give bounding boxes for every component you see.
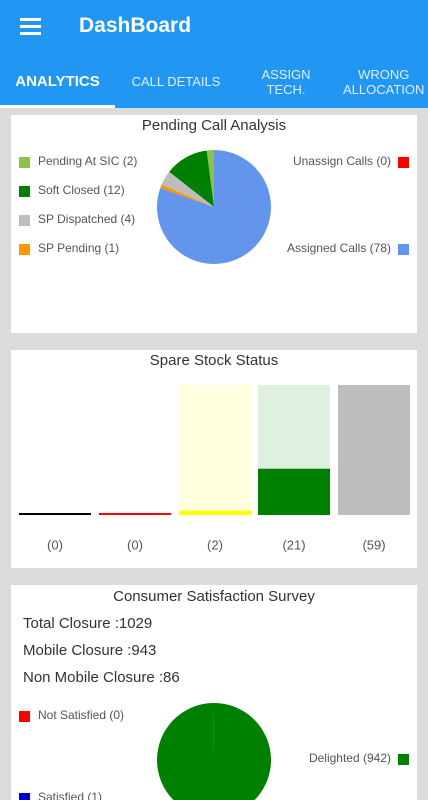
legend-label: Delighted (942) — [309, 751, 391, 765]
summary-line: Mobile Closure :943 — [23, 642, 156, 659]
legend-swatch — [398, 244, 409, 255]
bar — [179, 510, 251, 515]
legend-swatch — [19, 157, 30, 168]
tab-bar: ANALYTICS CALL DETAILS ASSIGN TECH. WRON… — [0, 55, 428, 108]
pie-slice — [161, 171, 214, 207]
legend-swatch — [19, 215, 30, 226]
app-title: DashBoard — [79, 14, 192, 37]
value-label: (0) — [47, 537, 63, 552]
pie-slice — [169, 150, 214, 207]
summary-line: Non Mobile Closure :86 — [23, 669, 180, 686]
tab[interactable]: WRONG ALLOCATION — [343, 66, 425, 97]
bar — [258, 468, 330, 515]
legend-label: SP Pending (1) — [38, 241, 119, 255]
bar-background — [99, 385, 171, 515]
value-label: (2) — [207, 537, 223, 552]
bar-background — [19, 385, 91, 515]
bar — [338, 385, 410, 515]
tab[interactable]: ANALYTICS — [0, 55, 115, 108]
legend-swatch — [19, 244, 30, 255]
pie-slice — [156, 703, 271, 800]
legend-swatch — [19, 186, 30, 197]
value-label: (59) — [362, 537, 385, 552]
chart-title: Consumer Satisfaction Survey — [113, 588, 315, 605]
legend-swatch — [19, 711, 30, 722]
legend-label: Unassign Calls (0) — [293, 154, 391, 168]
menu-icon[interactable] — [20, 32, 41, 35]
legend-label: Pending At SIC (2) — [38, 154, 137, 168]
value-label: (0) — [127, 537, 143, 552]
bar-background — [179, 385, 251, 515]
app-bar: DashBoard — [0, 0, 428, 55]
legend-label: Satisfied (1) — [38, 790, 102, 800]
legend-label: SP Dispatched (4) — [38, 212, 135, 226]
legend-swatch — [398, 157, 409, 168]
legend-label: Not Satisfied (0) — [38, 708, 124, 722]
chart-title: Spare Stock Status — [150, 352, 278, 369]
menu-icon[interactable] — [20, 18, 41, 21]
pie-slice — [160, 184, 214, 207]
tab[interactable]: CALL DETAILS — [131, 74, 221, 89]
pie-slice — [206, 150, 214, 207]
summary-line: Total Closure :1029 — [23, 615, 152, 632]
tab[interactable]: ASSIGN TECH. — [261, 66, 311, 97]
legend-label: Assigned Calls (78) — [287, 241, 391, 255]
legend-swatch — [19, 793, 30, 800]
chart-title: Pending Call Analysis — [142, 117, 286, 134]
value-label: (21) — [282, 537, 305, 552]
menu-icon[interactable] — [20, 25, 41, 28]
pie-slice — [157, 150, 271, 264]
legend-label: Soft Closed (12) — [38, 183, 125, 197]
legend-swatch — [398, 754, 409, 765]
